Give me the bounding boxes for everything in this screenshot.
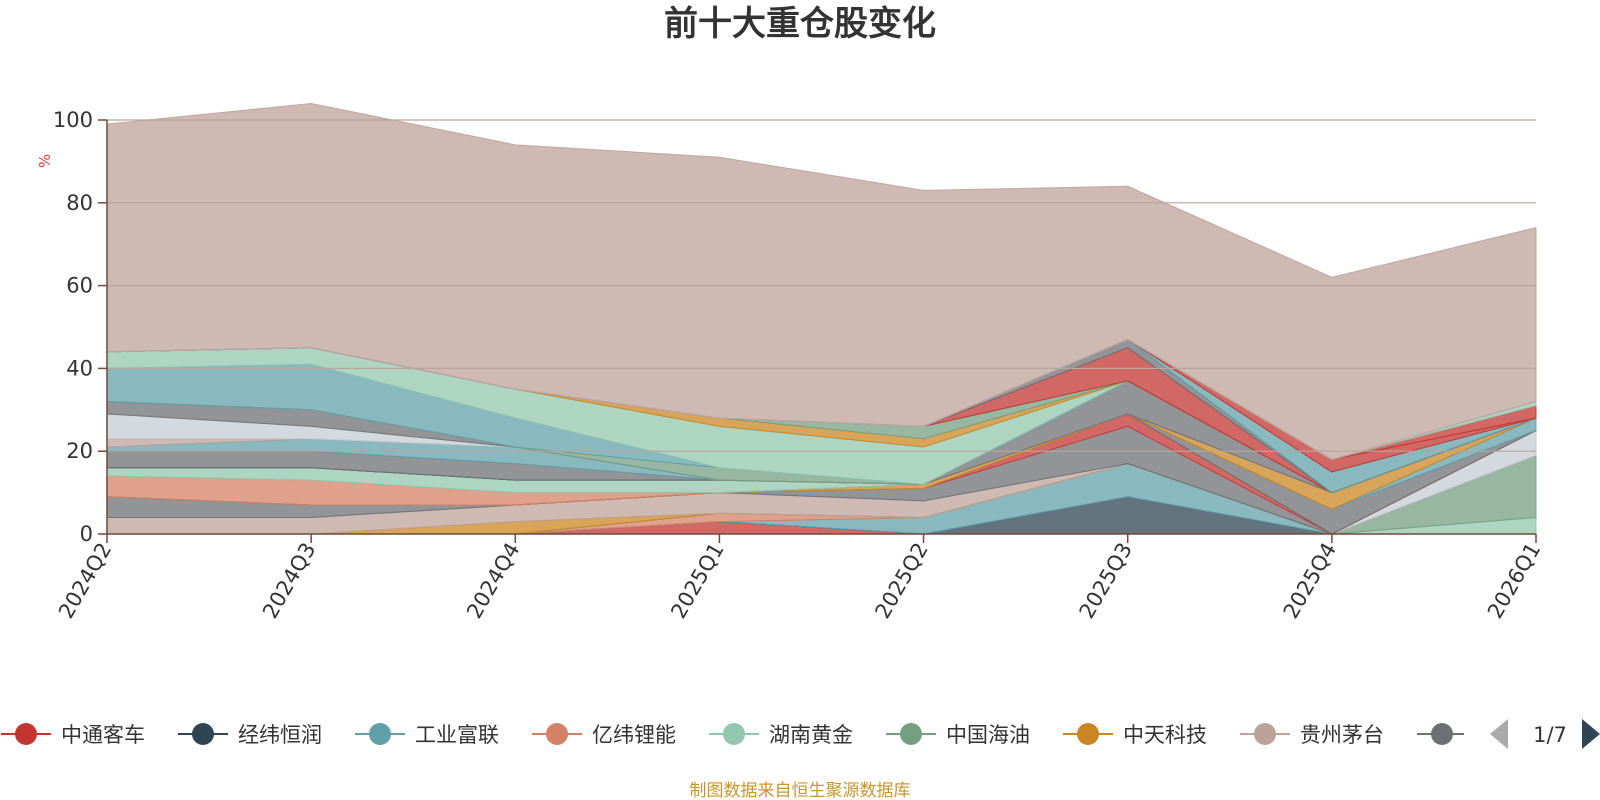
y-tick-label: 100 [53,108,93,132]
legend-marker [1254,723,1276,745]
legend-item[interactable]: 湖南黄金 [709,723,853,747]
x-axis: 2024Q2 2024Q3 2024Q4 2025Q1 2025Q2 2025Q3 2025… [54,533,1545,623]
legend-next-page-icon[interactable] [1582,719,1600,749]
legend-label: 工业富联 [415,723,499,747]
legend-marker [546,723,568,745]
legend-item[interactable]: 中通客车 [1,723,145,747]
x-tick-label: 2024Q3 [258,539,320,623]
y-tick-label: 60 [66,274,93,298]
legend-marker [723,723,745,745]
legend-marker [369,723,391,745]
legend-prev-page-icon[interactable] [1490,719,1508,749]
x-tick-label: 2025Q2 [870,539,932,623]
legend-label: 亿纬锂能 [592,723,676,747]
legend-label: 中国海油 [946,723,1030,747]
y-tick-label: 20 [66,439,93,463]
chart-title: 前十大重仓股变化 [664,4,936,44]
legend-marker [1077,723,1099,745]
legend[interactable]: 中通客车经纬恒润工业富联亿纬锂能湖南黄金中国海油中天科技贵州茅台宁1/7 [1,712,1600,756]
y-axis: 0 20 40 60 80 100 [53,108,108,546]
y-axis-unit: % [36,154,54,168]
legend-item[interactable]: 中国海油 [886,723,1030,747]
x-tick-label: 2025Q3 [1075,539,1137,623]
area-series-39 [106,102,1537,460]
legend-marker [15,723,37,745]
legend-page-indicator: 1/7 [1533,723,1567,747]
x-tick-label: 2025Q4 [1279,539,1341,623]
legend-item[interactable]: 中天科技 [1063,723,1207,747]
x-tick-label: 2024Q4 [462,539,524,623]
legend-marker [1431,723,1453,745]
x-tick-label: 2024Q2 [54,539,116,623]
legend-marker [192,723,214,745]
legend-item[interactable]: 亿纬锂能 [532,723,676,747]
y-tick-label: 40 [66,356,93,380]
data-source-note: 制图数据来自恒生聚源数据库 [690,781,911,800]
legend-item[interactable]: 工业富联 [355,723,499,747]
legend-label: 经纬恒润 [238,723,322,747]
legend-item[interactable]: 经纬恒润 [178,723,322,747]
y-tick-label: 0 [80,522,93,546]
legend-label: 湖南黄金 [769,723,853,747]
legend-item[interactable]: 贵州茅台 [1240,723,1384,747]
x-tick-label: 2026Q1 [1483,539,1545,623]
y-tick-label: 80 [66,191,93,215]
legend-label: 贵州茅台 [1300,723,1384,747]
legend-pager-background [1464,712,1600,756]
legend-label: 中通客车 [61,723,145,747]
plot-area [106,102,1537,535]
x-tick-label: 2025Q1 [666,539,728,623]
legend-marker [900,723,922,745]
legend-label: 中天科技 [1123,723,1207,747]
